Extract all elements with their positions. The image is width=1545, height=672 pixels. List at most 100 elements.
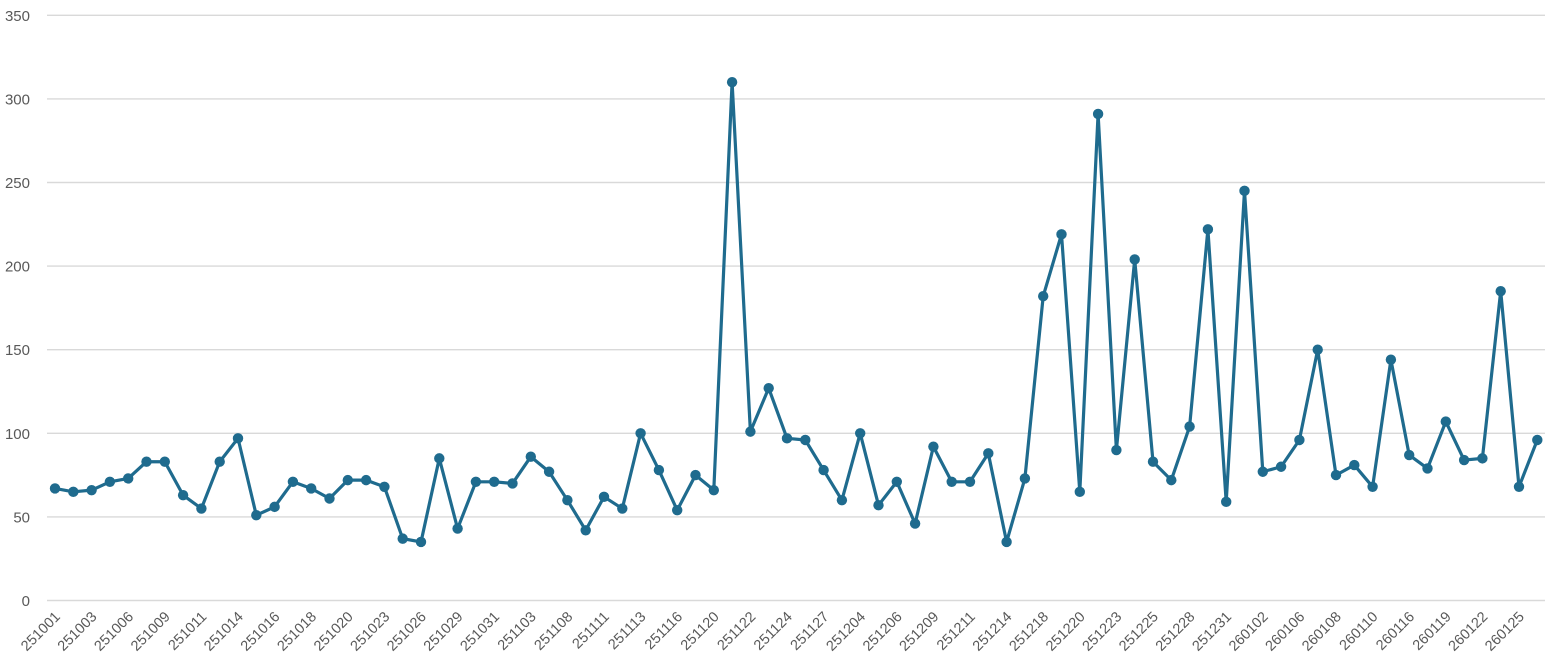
x-axis-tick-label: 251103 bbox=[495, 609, 540, 654]
x-axis-tick-label: 251113 bbox=[605, 609, 649, 653]
data-point[interactable] bbox=[196, 503, 207, 514]
data-point[interactable] bbox=[379, 481, 390, 493]
data-point[interactable] bbox=[1129, 254, 1140, 265]
data-point[interactable] bbox=[726, 76, 738, 88]
data-point[interactable] bbox=[1458, 454, 1470, 466]
data-point[interactable] bbox=[781, 433, 793, 444]
data-point[interactable] bbox=[891, 476, 902, 487]
data-point[interactable] bbox=[1239, 185, 1250, 197]
data-point[interactable] bbox=[1221, 496, 1232, 508]
data-point[interactable] bbox=[452, 523, 463, 534]
data-point[interactable] bbox=[86, 484, 97, 496]
data-point[interactable] bbox=[1513, 481, 1525, 493]
data-point[interactable] bbox=[800, 434, 811, 446]
data-point[interactable] bbox=[1532, 434, 1543, 446]
data-point[interactable] bbox=[1312, 344, 1323, 355]
data-point[interactable] bbox=[287, 476, 299, 487]
data-point[interactable] bbox=[1367, 481, 1378, 493]
data-point[interactable] bbox=[1294, 434, 1305, 446]
data-point[interactable] bbox=[1477, 453, 1488, 464]
data-point[interactable] bbox=[1092, 108, 1104, 120]
data-point[interactable] bbox=[983, 448, 994, 459]
x-axis-tick-label: 251223 bbox=[1080, 609, 1126, 655]
data-point[interactable] bbox=[946, 476, 957, 487]
y-axis-tick-label: 50 bbox=[13, 509, 30, 526]
data-point[interactable] bbox=[1275, 461, 1287, 472]
data-point[interactable] bbox=[928, 441, 939, 452]
data-point[interactable] bbox=[1440, 416, 1452, 427]
data-point[interactable] bbox=[360, 474, 372, 486]
data-point[interactable] bbox=[745, 426, 756, 437]
data-point[interactable] bbox=[617, 503, 628, 514]
data-point[interactable] bbox=[818, 464, 829, 476]
data-point[interactable] bbox=[525, 451, 536, 462]
data-point[interactable] bbox=[489, 476, 500, 487]
x-axis-tick-label: 251018 bbox=[274, 609, 320, 655]
x-axis-tick-label: 260106 bbox=[1263, 609, 1309, 655]
data-point[interactable] bbox=[1019, 473, 1031, 484]
data-point[interactable] bbox=[251, 510, 262, 521]
data-point[interactable] bbox=[909, 518, 921, 529]
x-axis-tick-label: 251001 bbox=[18, 609, 64, 655]
data-point[interactable] bbox=[836, 494, 848, 506]
data-point[interactable] bbox=[1257, 466, 1269, 477]
x-axis-tick-label: 251220 bbox=[1043, 609, 1089, 655]
data-point[interactable] bbox=[562, 494, 573, 506]
data-point[interactable] bbox=[1385, 354, 1397, 365]
x-axis-tick-label: 251016 bbox=[238, 609, 284, 655]
data-point[interactable] bbox=[141, 456, 152, 467]
data-point[interactable] bbox=[653, 464, 665, 476]
data-point[interactable] bbox=[1495, 285, 1506, 297]
data-point[interactable] bbox=[397, 533, 408, 544]
data-point[interactable] bbox=[1166, 474, 1177, 486]
data-point[interactable] bbox=[708, 484, 719, 496]
data-point[interactable] bbox=[1349, 459, 1360, 471]
x-axis-tick-label: 251023 bbox=[348, 609, 394, 655]
data-point[interactable] bbox=[873, 499, 884, 511]
x-axis-tick-label: 251211 bbox=[934, 609, 979, 654]
data-point[interactable] bbox=[964, 476, 976, 487]
data-point[interactable] bbox=[415, 536, 427, 548]
data-point[interactable] bbox=[1422, 463, 1433, 474]
data-point[interactable] bbox=[434, 453, 445, 464]
data-point[interactable] bbox=[1038, 290, 1049, 302]
data-point[interactable] bbox=[1330, 469, 1342, 481]
data-point[interactable] bbox=[104, 476, 116, 487]
data-point[interactable] bbox=[324, 493, 335, 504]
data-point[interactable] bbox=[1202, 224, 1214, 235]
data-point[interactable] bbox=[177, 489, 189, 501]
data-point[interactable] bbox=[232, 433, 244, 444]
data-point[interactable] bbox=[598, 491, 610, 503]
data-point[interactable] bbox=[1147, 456, 1159, 467]
data-point[interactable] bbox=[672, 505, 683, 516]
data-point[interactable] bbox=[1404, 449, 1415, 461]
data-point[interactable] bbox=[306, 483, 317, 494]
data-point[interactable] bbox=[1056, 229, 1067, 240]
y-axis-tick-label: 250 bbox=[5, 175, 30, 192]
data-point[interactable] bbox=[690, 469, 701, 481]
data-point[interactable] bbox=[470, 476, 482, 487]
data-point[interactable] bbox=[1001, 536, 1012, 548]
data-point[interactable] bbox=[1184, 421, 1195, 432]
x-axis-tick-label: 251116 bbox=[642, 609, 686, 653]
data-point[interactable] bbox=[123, 473, 134, 484]
data-point[interactable] bbox=[269, 501, 280, 513]
x-axis-tick-label: 251231 bbox=[1189, 609, 1235, 655]
data-point[interactable] bbox=[342, 474, 353, 486]
data-point[interactable] bbox=[214, 456, 225, 467]
data-point[interactable] bbox=[543, 466, 555, 477]
data-point[interactable] bbox=[159, 456, 170, 467]
data-point[interactable] bbox=[49, 483, 61, 494]
data-point[interactable] bbox=[855, 428, 866, 439]
data-point[interactable] bbox=[580, 525, 591, 536]
data-point[interactable] bbox=[507, 478, 518, 489]
x-axis-tick-label: 251225 bbox=[1116, 609, 1162, 655]
x-axis-tick-label: 251020 bbox=[311, 609, 357, 655]
data-point[interactable] bbox=[635, 428, 646, 439]
data-point[interactable] bbox=[1111, 444, 1122, 456]
x-axis-tick-label: 260116 bbox=[1373, 609, 1418, 654]
x-axis-tick-label: 251127 bbox=[788, 609, 833, 654]
data-point[interactable] bbox=[68, 486, 79, 498]
data-point[interactable] bbox=[763, 382, 774, 394]
data-point[interactable] bbox=[1074, 486, 1086, 498]
